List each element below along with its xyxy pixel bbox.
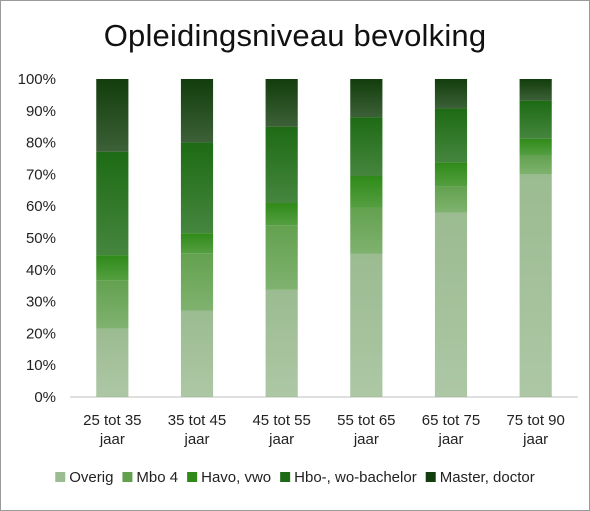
legend-swatch [122,472,133,482]
y-axis: 0% 10% 20% 30% 40% 50% 60% 70% 80% 90% 100% [18,71,578,406]
bar-segment-hbo-wo-bachelor [96,151,129,256]
bar-segment-mbo-4 [180,253,214,311]
chart-title: Opleidingsniveau bevolking [103,18,487,53]
y-tick-label: 40% [26,262,56,279]
bar-segment-hbo-wo-bachelor [434,108,468,163]
x-category-label: jaar [268,431,294,448]
x-category-label: jaar [353,431,379,448]
bar-segment-havo-vwo [265,203,298,226]
bar-segment-master-doctor [265,79,298,127]
y-tick-label: 60% [26,198,56,215]
legend-label: Overig [69,469,113,486]
x-category-label: 45 tot 55 [252,412,310,429]
bars-group [96,79,552,397]
bar-segment-hbo-wo-bachelor [350,117,383,176]
y-tick-label: 0% [34,389,56,406]
legend-swatch [425,472,436,482]
bar-segment-havo-vwo [180,233,214,254]
y-tick-label: 10% [26,357,56,374]
legend-swatch [280,472,291,482]
bar-segment-hbo-wo-bachelor [180,142,214,234]
x-category-label: jaar [522,431,548,448]
bar-segment-mbo-4 [350,207,383,254]
x-category-label: 55 tot 65 [337,412,395,429]
bar-segment-overig [180,310,214,397]
bar-segment-master-doctor [350,79,383,118]
legend: Overig Mbo 4 Havo, vwo Hbo-, wo-bachelor Mas… [55,469,535,486]
bar-segment-hbo-wo-bachelor [265,126,298,204]
bar-segment-mbo-4 [434,186,468,213]
legend-swatch [187,472,198,482]
bar-segment-master-doctor [519,79,552,101]
x-category-label: jaar [99,431,125,448]
bar-segment-mbo-4 [265,225,298,290]
legend-label: Hbo-, wo-bachelor [294,469,417,486]
x-category-label: 35 tot 45 [168,412,226,429]
bar-segment-overig [265,289,298,397]
bar-segment-havo-vwo [519,138,552,155]
bar-segment-overig [350,253,383,397]
bar-segment-overig [434,212,468,397]
bar-segment-havo-vwo [96,255,129,281]
bar-segment-mbo-4 [519,155,552,175]
y-tick-label: 80% [26,135,56,152]
y-tick-label: 20% [26,325,56,342]
y-tick-label: 100% [18,71,56,88]
x-category-label: jaar [183,431,209,448]
legend-label: Mbo 4 [136,469,178,486]
x-category-label: 75 tot 90 [506,412,564,429]
bar-segment-hbo-wo-bachelor [519,100,552,139]
bar-segment-havo-vwo [350,175,383,208]
x-category-label: jaar [437,431,463,448]
legend-label: Havo, vwo [201,469,271,486]
bar-segment-mbo-4 [96,280,129,329]
y-tick-label: 50% [26,230,56,247]
legend-label: Master, doctor [440,469,535,486]
y-tick-label: 90% [26,103,56,120]
bar-segment-master-doctor [434,79,468,109]
bar-segment-master-doctor [180,79,214,143]
bar-segment-overig [96,328,129,397]
y-tick-label: 30% [26,294,56,311]
x-category-label: 25 tot 35 [83,412,141,429]
x-category-label: 65 tot 75 [422,412,480,429]
legend-swatch [55,472,66,482]
bar-segment-master-doctor [96,79,129,152]
bar-segment-overig [519,174,552,397]
bar-segment-havo-vwo [434,162,468,187]
x-axis-labels: 25 tot 35 jaar 35 tot 45 jaar 45 tot 55 jaar 5… [83,412,565,448]
y-tick-label: 70% [26,166,56,183]
